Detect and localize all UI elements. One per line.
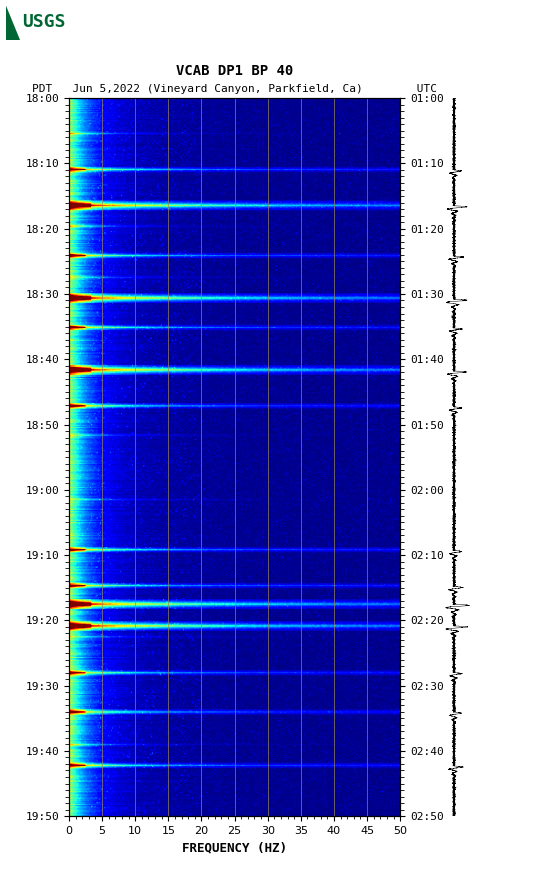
X-axis label: FREQUENCY (HZ): FREQUENCY (HZ) (182, 841, 287, 855)
Text: USGS: USGS (22, 13, 66, 31)
Text: PDT   Jun 5,2022 (Vineyard Canyon, Parkfield, Ca)        UTC: PDT Jun 5,2022 (Vineyard Canyon, Parkfie… (32, 84, 437, 94)
Polygon shape (6, 4, 20, 40)
Text: VCAB DP1 BP 40: VCAB DP1 BP 40 (176, 64, 293, 78)
